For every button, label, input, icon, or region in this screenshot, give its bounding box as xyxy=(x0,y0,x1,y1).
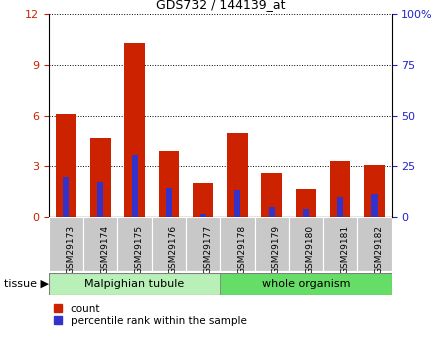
Bar xyxy=(166,188,172,217)
Text: GSM29179: GSM29179 xyxy=(271,225,281,275)
Bar xyxy=(295,188,316,217)
Bar xyxy=(261,173,282,217)
Bar xyxy=(227,132,248,217)
Text: GSM29181: GSM29181 xyxy=(340,225,349,275)
Bar xyxy=(200,214,206,217)
Bar xyxy=(235,190,240,217)
Text: GSM29177: GSM29177 xyxy=(203,225,212,275)
Legend: count, percentile rank within the sample: count, percentile rank within the sample xyxy=(54,304,247,326)
Bar xyxy=(90,138,111,217)
Bar xyxy=(330,161,351,217)
Bar xyxy=(97,182,103,217)
Bar xyxy=(364,165,385,217)
Bar xyxy=(124,43,145,217)
Bar xyxy=(269,207,275,217)
Text: Malpighian tubule: Malpighian tubule xyxy=(85,279,185,289)
Bar xyxy=(152,217,186,271)
Bar xyxy=(117,217,152,271)
Text: tissue ▶: tissue ▶ xyxy=(4,279,49,289)
Bar xyxy=(323,217,357,271)
Bar xyxy=(303,209,309,217)
Bar xyxy=(220,217,255,271)
Bar xyxy=(186,217,220,271)
Bar xyxy=(49,217,83,271)
Bar xyxy=(56,114,77,217)
Text: whole organism: whole organism xyxy=(262,279,350,289)
Text: GSM29176: GSM29176 xyxy=(169,225,178,275)
Title: GDS732 / 144139_at: GDS732 / 144139_at xyxy=(155,0,285,11)
Text: GSM29178: GSM29178 xyxy=(238,225,247,275)
Bar xyxy=(132,155,138,217)
Bar xyxy=(63,177,69,217)
Text: GSM29175: GSM29175 xyxy=(135,225,144,275)
Bar xyxy=(220,273,392,295)
Text: GSM29180: GSM29180 xyxy=(306,225,315,275)
Bar xyxy=(337,197,343,217)
Text: GSM29182: GSM29182 xyxy=(375,225,384,274)
Bar xyxy=(289,217,323,271)
Text: GSM29173: GSM29173 xyxy=(66,225,75,275)
Bar xyxy=(255,217,289,271)
Bar xyxy=(372,194,377,217)
Bar xyxy=(49,273,220,295)
Text: GSM29174: GSM29174 xyxy=(101,225,109,274)
Bar xyxy=(158,151,179,217)
Bar xyxy=(193,184,214,217)
Bar xyxy=(83,217,117,271)
Bar xyxy=(357,217,392,271)
